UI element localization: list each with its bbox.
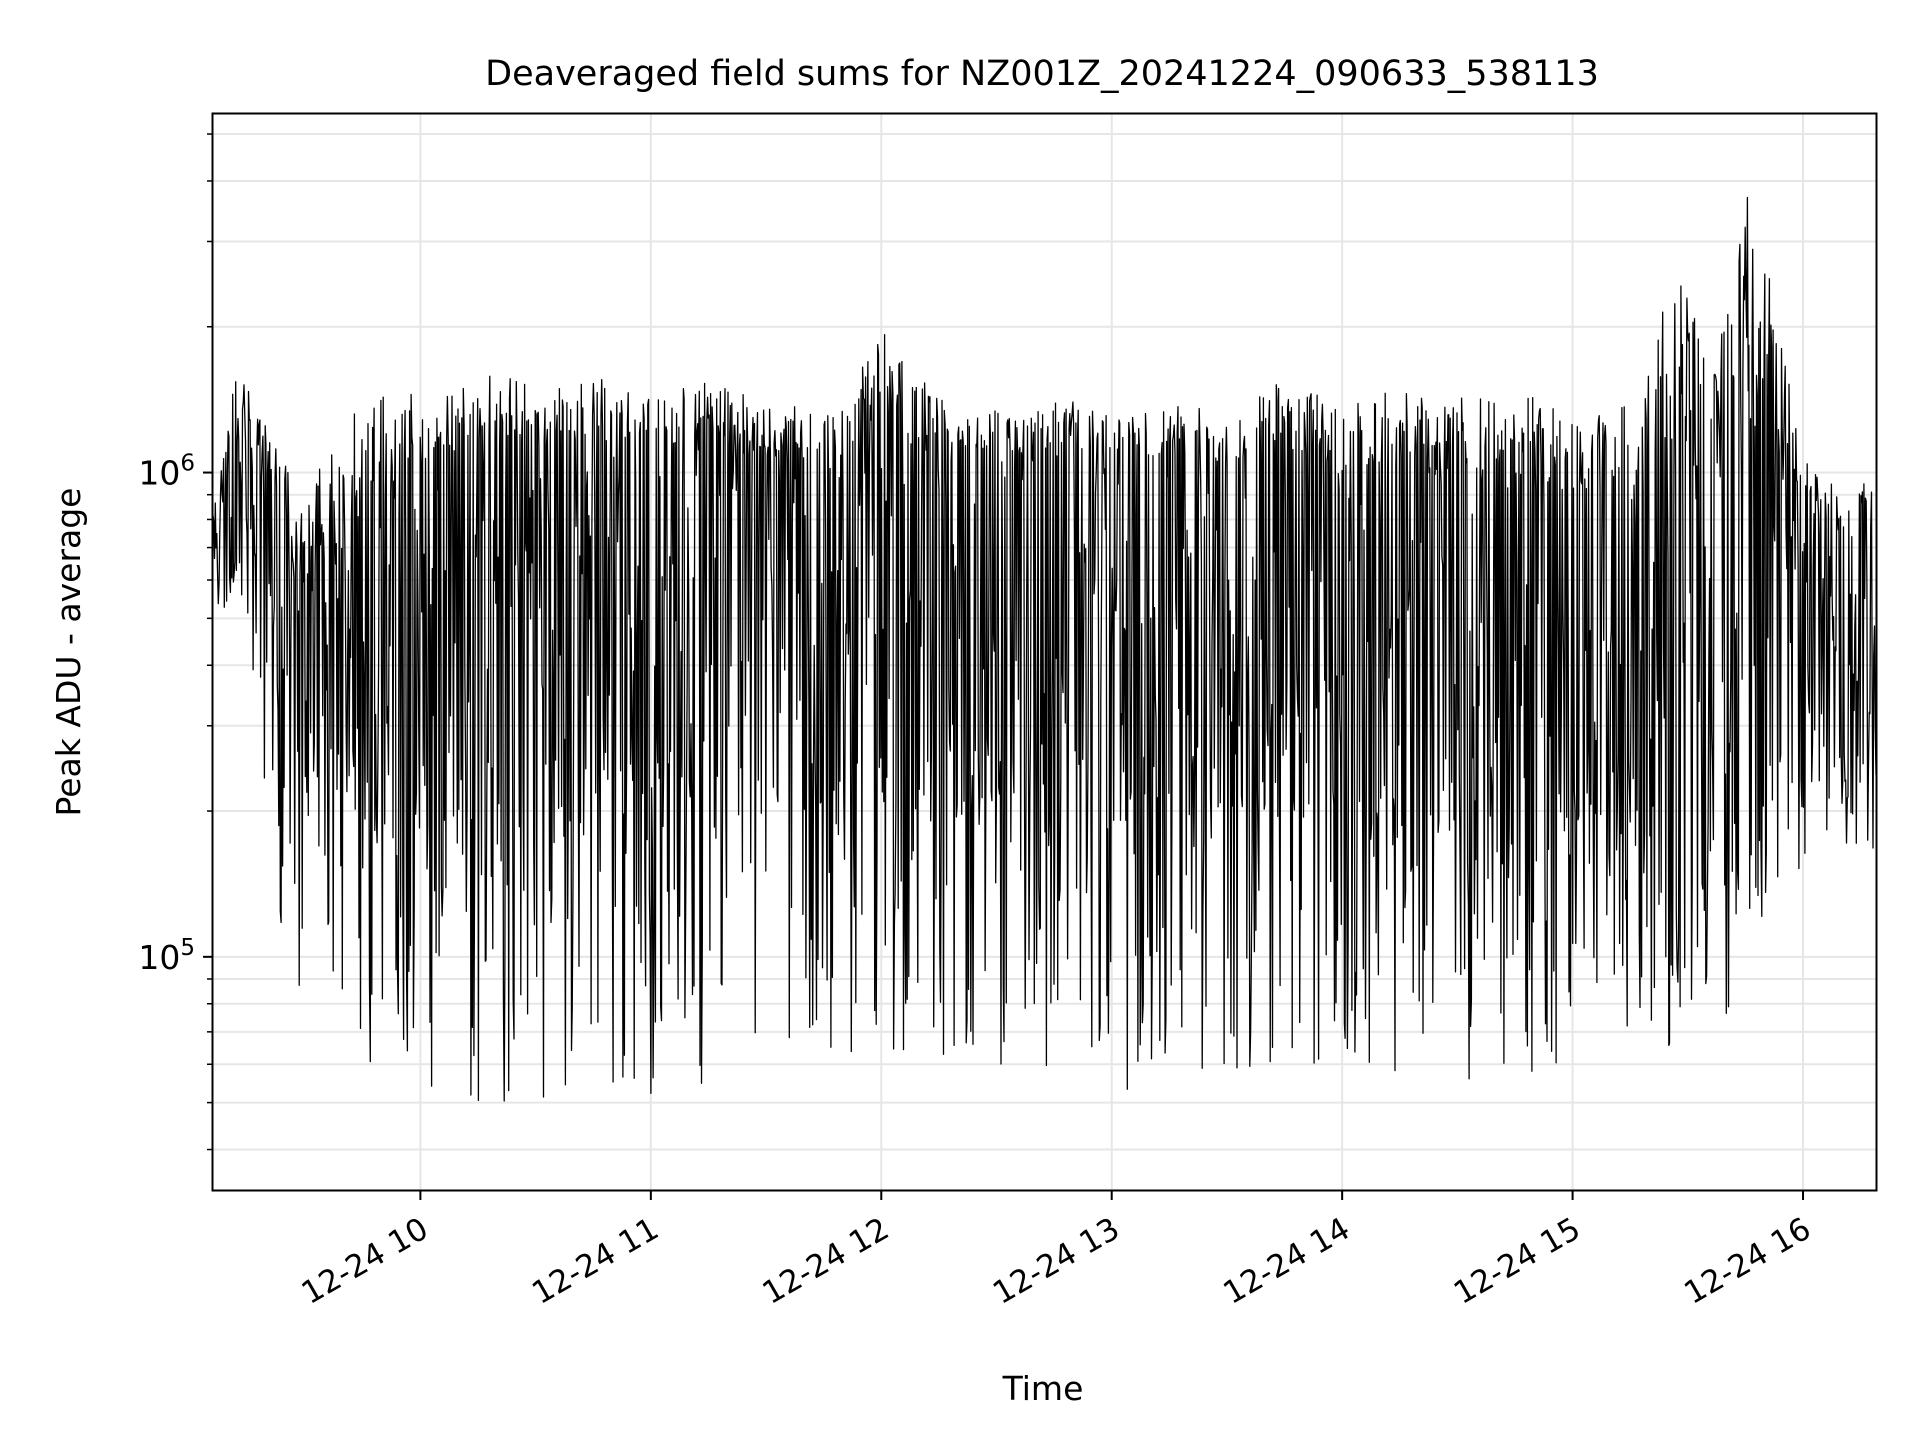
y-tick-label-base: 10 [138, 938, 180, 977]
x-axis-label: Time [1002, 1369, 1084, 1408]
y-tick-label: 106 [138, 451, 195, 493]
grid [213, 114, 1876, 1190]
chart-title: Deaveraged field sums for NZ001Z_2024122… [485, 54, 1599, 94]
y-tick-label-base: 10 [138, 454, 180, 493]
series-line [212, 196, 1877, 1102]
data-series-line [212, 196, 1877, 1102]
y-tick-label-exponent: 5 [180, 935, 195, 961]
plot-area-frame [211, 112, 1878, 1192]
y-tick-label: 105 [138, 935, 195, 977]
y-axis-label: Peak ADU - average [49, 488, 88, 817]
y-tick-label-exponent: 6 [180, 451, 195, 477]
